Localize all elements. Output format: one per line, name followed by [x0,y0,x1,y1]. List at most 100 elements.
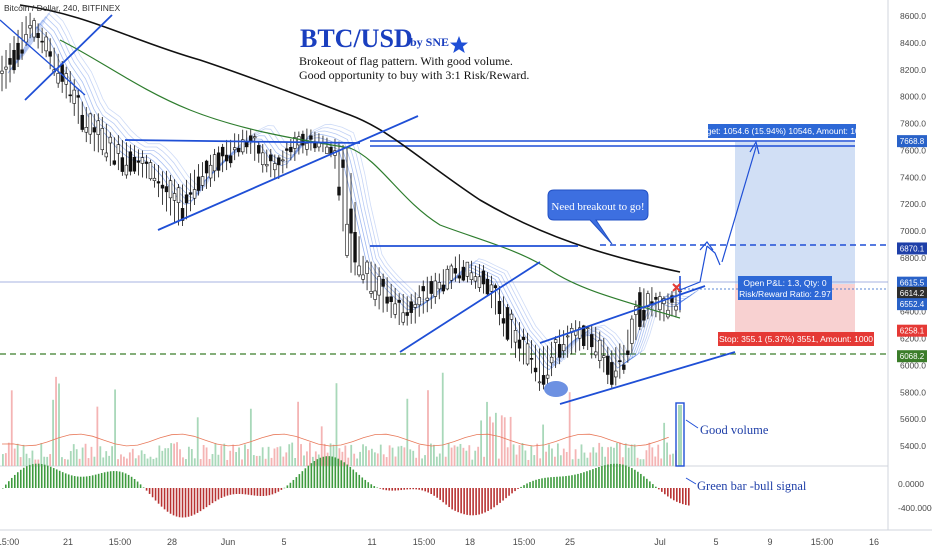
osc-bar [607,464,609,488]
volume-bar [309,442,311,466]
volume-bar [267,446,270,466]
candle-body [168,180,173,199]
x-tick-label: Jun [221,537,236,547]
x-tick-label: 15:00 [811,537,834,547]
candle-body [76,95,80,98]
osc-bar [292,479,295,488]
volume-bar [255,455,258,466]
y-tick-label: 8600.0 [900,11,926,21]
osc-bar [448,488,450,508]
osc-bar [349,466,352,488]
osc-bar [196,488,199,513]
volume-bar [636,457,639,466]
candle-body [24,34,28,43]
candle-body [184,194,189,204]
volume-bar [13,448,16,466]
volume-bar [450,447,453,466]
osc-bar [199,488,202,512]
osc-bar [214,488,217,502]
candle-body [505,307,510,340]
volume-bar [506,447,509,466]
volume-bar [46,456,49,466]
osc-bar [82,476,85,488]
osc-bar [313,460,316,488]
volume-bar [303,455,305,466]
volume-bar [52,399,54,466]
candle-body [92,127,96,133]
candle-body [437,282,441,290]
osc-bar [487,488,489,511]
candle-body [365,261,369,274]
candle-body [465,261,470,277]
oscillator-axis-labels: 0.0000 -400.0000 [898,479,932,513]
y-tick-label: 5600.0 [900,414,926,424]
volume-bar [96,406,99,466]
y-tick-label: 8000.0 [900,92,926,102]
volume-bar [137,455,140,466]
osc-bar [235,488,238,495]
osc-bar [355,472,358,488]
candle-body [56,73,60,84]
candle-body [72,89,76,104]
osc-bar [688,488,690,506]
oscillator-histogram [2,456,690,518]
osc-bar [502,488,504,501]
osc-bar [421,488,423,491]
osc-bar [562,476,564,488]
osc-bar [154,488,157,501]
osc-bar [592,469,594,488]
osc-bar [202,488,205,510]
candle-body [642,310,646,321]
volume-bar [326,452,329,466]
y-tick-label: 7800.0 [900,119,926,129]
osc-bar [649,481,651,488]
volume-bar [350,444,353,466]
arrow-head-up-icon [749,140,760,155]
volume-bar [477,446,480,466]
volume-bar [173,443,176,466]
osc-bar [307,465,310,488]
x-tick-label: 15:00 [0,537,19,547]
osc-bar [25,466,28,488]
candle-body [565,335,570,338]
osc-bar [685,488,687,505]
candle-body [0,70,4,74]
osc-bar [100,473,103,488]
volume-bar [406,398,409,466]
candle-body [200,176,205,186]
osc-bar [514,488,516,492]
volume-bar [185,459,187,466]
osc-bar [415,488,417,490]
volume-bar [332,444,335,466]
candle-body [152,177,157,181]
candle-body [357,265,361,276]
osc-bar [511,488,513,494]
volume-bar [592,447,595,466]
volume-bar [258,455,261,466]
y-tick-label: 7000.0 [900,226,926,236]
osc-bar [343,462,346,488]
candle-body [228,155,233,164]
volume-bar [55,376,57,466]
candle-body [309,135,313,140]
volume-bar [4,453,7,466]
volume-bar [492,422,494,466]
osc-bar [610,464,612,488]
candle-body [674,305,678,311]
osc-bar [643,476,645,488]
osc-bar [463,488,465,515]
volume-bar [125,458,128,466]
volume-bar [589,452,592,466]
price-badge-label: 6870.1 [900,244,925,253]
osc-bar [481,488,483,514]
volume-bar [465,450,468,466]
volume-bar [75,449,78,466]
y-tick-label: 5800.0 [900,387,926,397]
osc-bar [97,473,100,488]
volume-bar [134,458,137,466]
volume-bar [633,444,636,466]
projection-path-2 [706,245,721,266]
osc-bar [160,488,163,507]
